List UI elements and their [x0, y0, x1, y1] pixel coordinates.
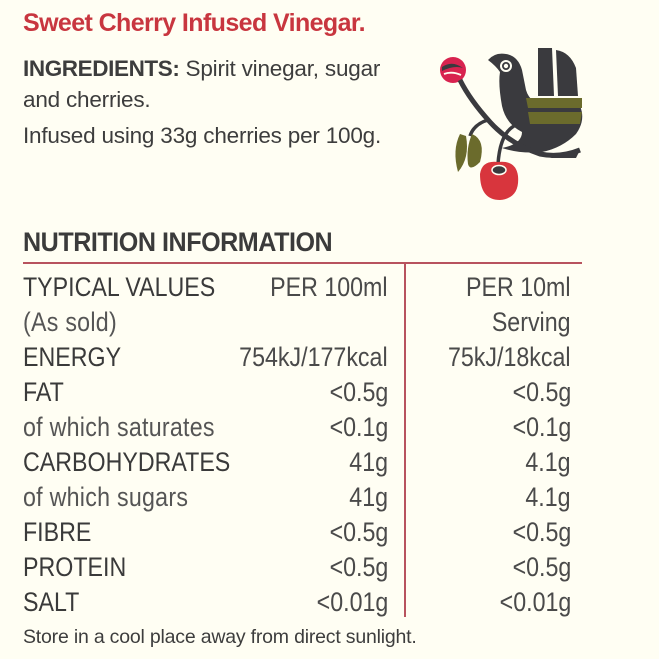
nutrient-label: of which sugars — [23, 482, 189, 512]
storage-instructions: Store in a cool place away from direct s… — [23, 626, 417, 648]
table-subheader-row: (As sold) Serving — [0, 305, 659, 340]
product-title: Sweet Cherry Infused Vinegar. — [23, 9, 366, 37]
value-per-100ml: <0.5g — [329, 552, 388, 582]
value-per-10ml: <0.5g — [512, 552, 571, 582]
table-top-rule — [23, 262, 582, 264]
table-row: FIBRE <0.5g <0.5g — [0, 515, 659, 550]
table-header-row: TYPICAL VALUES PER 100ml PER 10ml — [0, 270, 659, 305]
nutrition-heading: NUTRITION INFORMATION — [23, 227, 333, 257]
serving-header: Serving — [492, 307, 571, 337]
table-row: PROTEIN <0.5g <0.5g — [0, 550, 659, 585]
value-per-100ml: <0.5g — [329, 517, 388, 547]
infusion-note: Infused using 33g cherries per 100g. — [23, 123, 382, 148]
table-row: ENERGY 754kJ/177kcal 75kJ/18kcal — [0, 340, 659, 375]
value-per-100ml: <0.5g — [329, 377, 388, 407]
value-per-10ml: 4.1g — [525, 447, 571, 477]
table-row: SALT <0.01g <0.01g — [0, 585, 659, 620]
value-per-10ml: <0.1g — [512, 412, 571, 442]
nutrient-label: PROTEIN — [23, 552, 127, 582]
value-per-100ml: 41g — [349, 447, 388, 477]
value-per-10ml: 75kJ/18kcal — [448, 342, 571, 372]
table-row: of which sugars 41g 4.1g — [0, 480, 659, 515]
ingredients-text-1: Spirit vinegar, sugar — [179, 56, 381, 81]
as-sold-label: (As sold) — [23, 307, 117, 337]
table-row: of which saturates <0.1g <0.1g — [0, 410, 659, 445]
per-100ml-header: PER 100ml — [270, 272, 388, 302]
value-per-10ml: <0.5g — [512, 377, 571, 407]
ingredients-label: INGREDIENTS: — [23, 56, 180, 81]
nutrient-label: FIBRE — [23, 517, 92, 547]
value-per-10ml: 4.1g — [525, 482, 571, 512]
value-per-100ml: <0.01g — [316, 587, 388, 617]
value-per-100ml: <0.1g — [329, 412, 388, 442]
per-10ml-header: PER 10ml — [466, 272, 571, 302]
value-per-100ml: 754kJ/177kcal — [239, 342, 388, 372]
value-per-10ml: <0.01g — [499, 587, 571, 617]
ingredients-line-1: INGREDIENTS: Spirit vinegar, sugar — [23, 56, 380, 82]
bird-with-cherries-icon — [440, 48, 583, 200]
nutrient-label: SALT — [23, 587, 80, 617]
nutrient-label: FAT — [23, 377, 64, 407]
typical-values-label: TYPICAL VALUES — [23, 272, 216, 302]
ingredients-line-2: and cherries. — [23, 87, 151, 112]
table-row: CARBOHYDRATES 41g 4.1g — [0, 445, 659, 480]
nutrient-label: ENERGY — [23, 342, 122, 372]
value-per-10ml: <0.5g — [512, 517, 571, 547]
value-per-100ml: 41g — [349, 482, 388, 512]
table-column-divider — [404, 263, 406, 617]
nutrient-label: of which saturates — [23, 412, 215, 442]
nutrient-label: CARBOHYDRATES — [23, 447, 231, 477]
table-row: FAT <0.5g <0.5g — [0, 375, 659, 410]
